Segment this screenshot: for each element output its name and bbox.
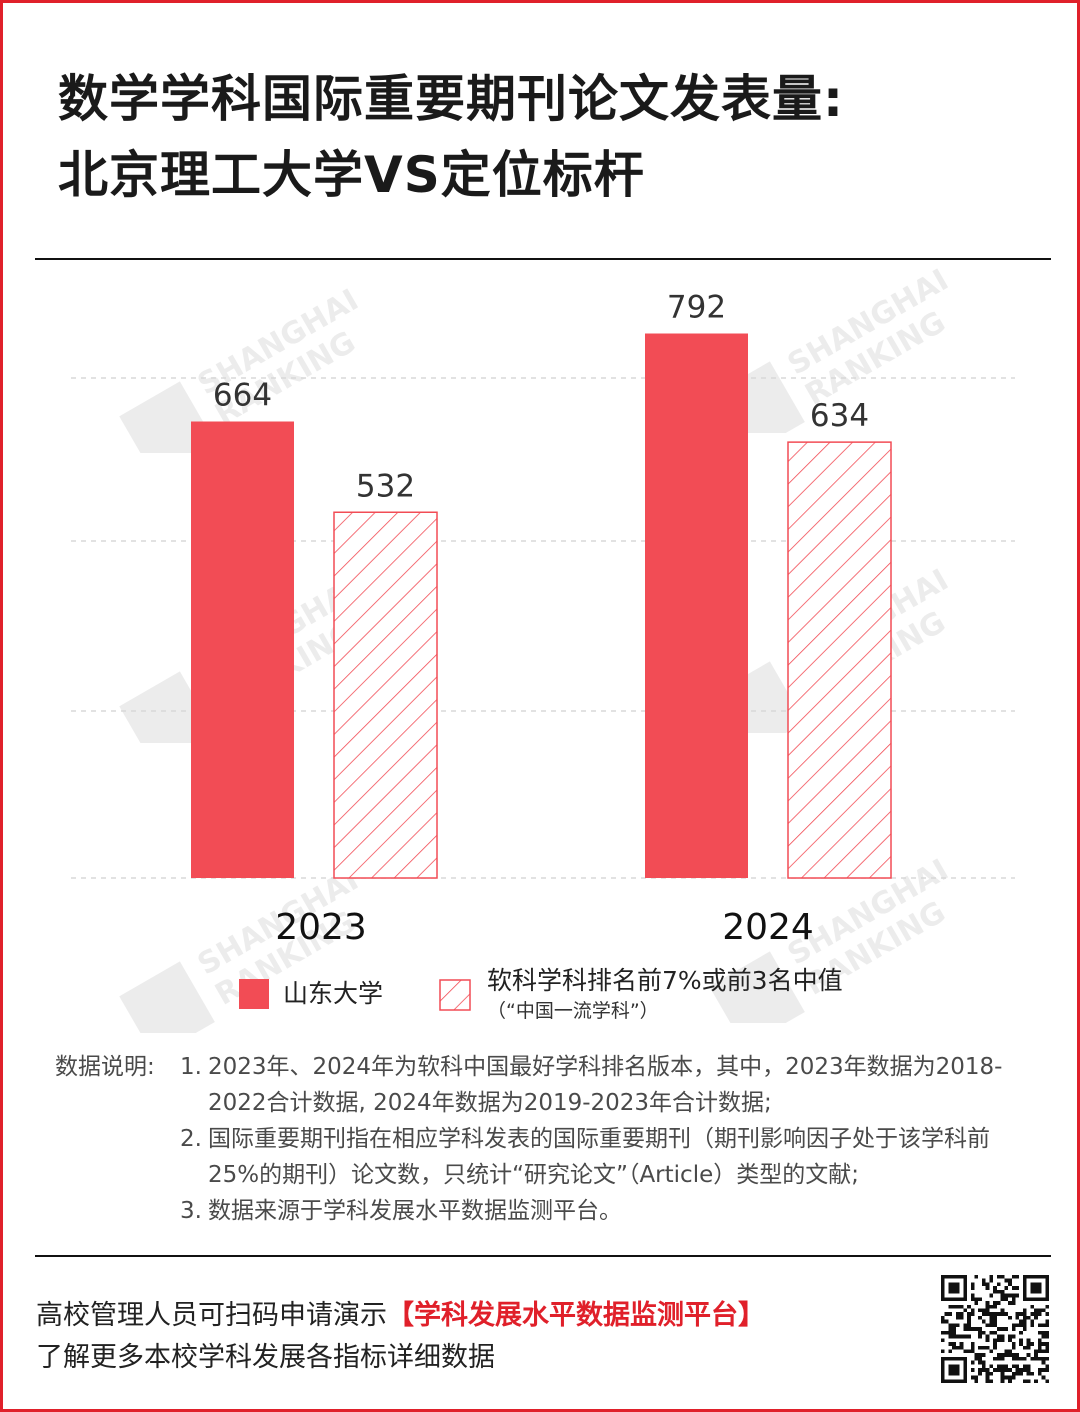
note-number: 2. [180, 1126, 202, 1152]
note-item: 1. 2023年、2024年为软科中国最好学科排名版本，其中，2023年数据为2… [180, 1049, 1030, 1121]
title-line-1: 数学学科国际重要期刊论文发表量: [58, 70, 844, 128]
footer-line-1-prefix: 高校管理人员可扫码申请演示 [36, 1300, 387, 1331]
bottom-divider [35, 1255, 1051, 1257]
chart-bars [191, 333, 892, 879]
data-label: 664 [213, 378, 272, 414]
footer-line-2: 了解更多本校学科发展各指标详细数据 [36, 1342, 495, 1373]
bar-2024-series-2 [787, 441, 892, 879]
note-item: 2. 国际重要期刊指在相应学科发表的国际重要期刊（期刊影响因子处于该学科前25%… [180, 1121, 1030, 1193]
x-tick-label: 2024 [722, 907, 814, 948]
legend-label-series-1: 山东大学 [283, 979, 384, 1008]
bar-2023-series-1 [191, 421, 294, 878]
top-divider [35, 258, 1051, 260]
platform-highlight: 【学科发展水平数据监测平台】 [387, 1300, 765, 1331]
qr-code-icon[interactable] [941, 1275, 1049, 1383]
footer-promo: 高校管理人员可扫码申请演示【学科发展水平数据监测平台】 了解更多本校学科发展各指… [36, 1295, 765, 1379]
note-text: 数据来源于学科发展水平数据监测平台。 [208, 1198, 622, 1224]
footer-line-1: 高校管理人员可扫码申请演示【学科发展水平数据监测平台】 [36, 1295, 765, 1337]
chart-legend: 山东大学 软科学科排名前7%或前3名中值 （“中国一流学科”） [239, 965, 1039, 1035]
legend-swatch-hatched [439, 979, 471, 1011]
legend-sublabel-series-2: （“中国一流学科”） [487, 1000, 659, 1022]
note-item: 3. 数据来源于学科发展水平数据监测平台。 [180, 1193, 1030, 1229]
title-line-2: 北京理工大学VS定位标杆 [58, 146, 645, 204]
note-number: 1. [180, 1054, 202, 1080]
note-text: 2023年、2024年为软科中国最好学科排名版本，其中，2023年数据为2018… [208, 1054, 1003, 1116]
legend-swatch-solid [239, 979, 269, 1009]
bar-2023-series-2 [333, 511, 438, 879]
data-label: 792 [667, 290, 726, 326]
note-number: 3. [180, 1198, 202, 1224]
data-label: 532 [356, 468, 415, 504]
x-tick-label: 2023 [275, 907, 367, 948]
bar-2024-series-1 [645, 333, 748, 878]
data-label: 634 [810, 398, 869, 434]
notes-heading: 数据说明: [55, 1054, 155, 1080]
page-title: 数学学科国际重要期刊论文发表量: 北京理工大学VS定位标杆 [58, 61, 1038, 213]
chart-labels: 664 532 2023 792 634 2024 [213, 290, 869, 949]
chart-gridlines [71, 377, 1015, 879]
bar-chart: 664 532 2023 792 634 2024 [71, 290, 1015, 949]
note-text: 国际重要期刊指在相应学科发表的国际重要期刊（期刊影响因子处于该学科前25%的期刊… [208, 1126, 990, 1188]
legend-label-series-2: 软科学科排名前7%或前3名中值 [487, 966, 843, 995]
